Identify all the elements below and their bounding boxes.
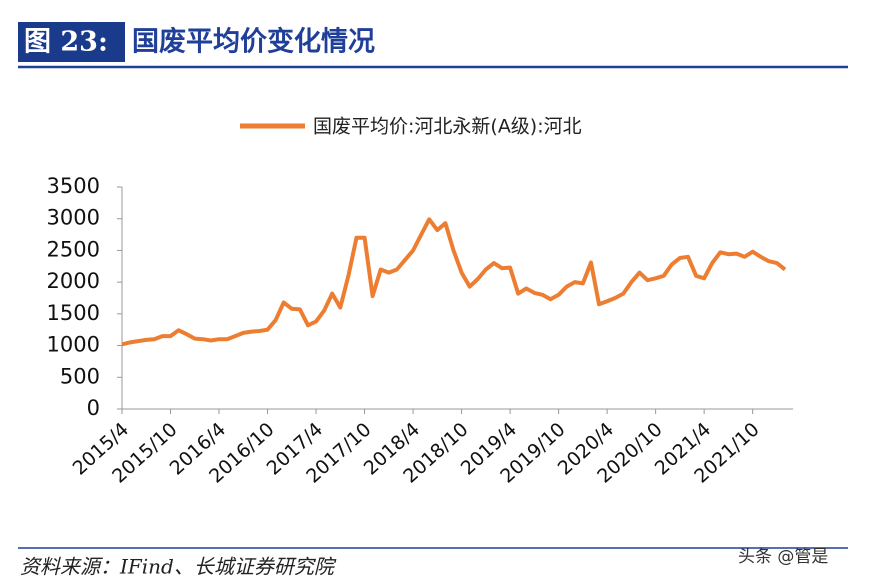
figure-title: 国废平均价变化情况	[132, 26, 375, 58]
y-tick-label: 3000	[47, 206, 100, 230]
y-tick-label: 2500	[47, 237, 100, 261]
y-tick-label: 0	[87, 396, 100, 420]
source: 资料来源：IFind、长城证券研究院	[20, 555, 337, 579]
y-tick-label: 3500	[47, 174, 100, 198]
y-tick-label: 2000	[47, 269, 100, 293]
label-box	[18, 22, 125, 62]
watermark: 头条 @管是	[738, 547, 828, 567]
figure-label: 图 23:	[24, 27, 108, 58]
series-line	[121, 217, 787, 347]
y-tick-label: 500	[60, 364, 100, 388]
legend-label: 国废平均价:河北永新(A级):河北	[313, 116, 582, 138]
y-tick-label: 1000	[47, 333, 100, 357]
y-tick-label: 1500	[47, 301, 100, 325]
